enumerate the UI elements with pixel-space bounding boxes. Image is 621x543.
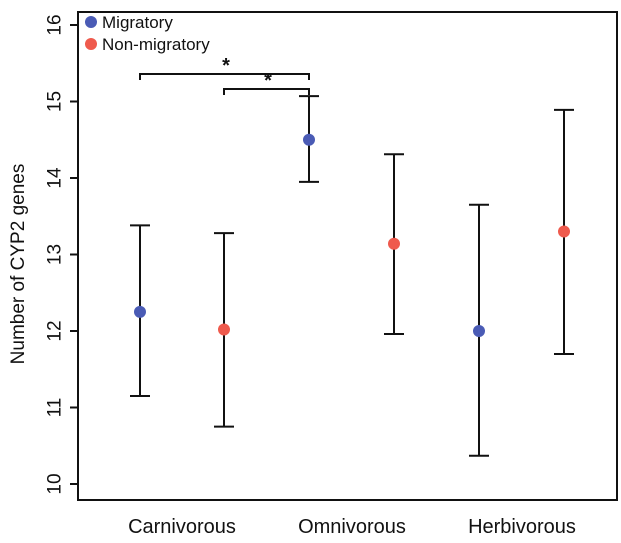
legend-marker xyxy=(85,16,97,28)
mean-point xyxy=(473,325,485,337)
y-tick-label: 13 xyxy=(45,244,66,265)
y-axis-label: Number of CYP2 genes xyxy=(8,164,29,365)
mean-point xyxy=(218,323,230,336)
y-tick-label: 15 xyxy=(45,91,66,112)
x-category-label: Herbivorous xyxy=(468,516,576,538)
significance-brackets: ** xyxy=(139,55,310,95)
legend-label: Non-migratory xyxy=(102,35,210,54)
y-tick-label: 16 xyxy=(45,14,66,35)
significance-bracket xyxy=(139,73,310,80)
x-category-labels: Carnivorous Omnivorous Herbivorous xyxy=(128,516,576,538)
y-tick-label: 12 xyxy=(45,320,66,341)
mean-point xyxy=(558,225,570,238)
mean-points xyxy=(134,133,570,337)
y-tick-label: 14 xyxy=(45,167,66,189)
mean-point xyxy=(134,305,146,318)
error-bars xyxy=(130,95,574,457)
x-category-label: Omnivorous xyxy=(298,516,406,538)
legend: Migratory Non-migratory xyxy=(85,13,210,54)
y-ticks: 10 11 12 13 14 15 16 xyxy=(45,14,78,495)
significance-bracket xyxy=(223,88,310,95)
mean-point xyxy=(388,237,400,250)
legend-marker xyxy=(85,38,97,50)
plot-frame xyxy=(77,11,618,501)
significance-star: * xyxy=(222,55,230,77)
x-category-label: Carnivorous xyxy=(128,516,236,538)
y-tick-label: 11 xyxy=(45,398,66,418)
legend-label: Migratory xyxy=(102,13,173,32)
significance-star: * xyxy=(264,70,272,92)
y-tick-label: 10 xyxy=(45,473,66,494)
axes xyxy=(77,11,618,501)
mean-point xyxy=(303,133,315,146)
